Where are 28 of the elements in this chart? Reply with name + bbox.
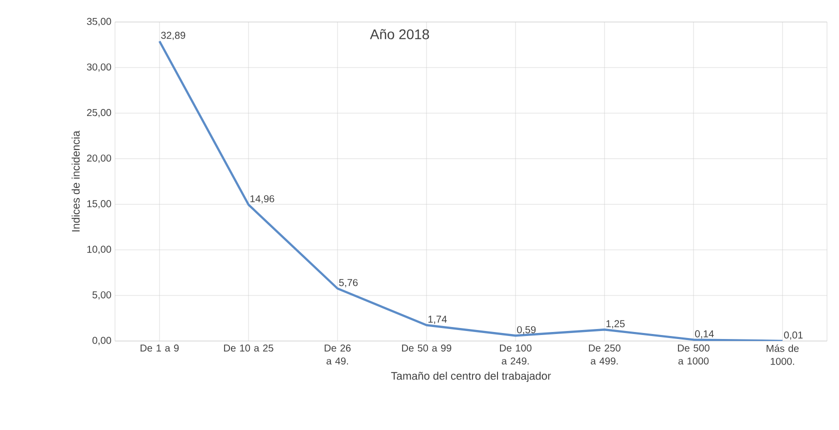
y-tick-label: 10,00 xyxy=(87,246,112,254)
y-tick-label: 20,00 xyxy=(87,154,112,163)
data-label: 32,89 xyxy=(161,32,186,40)
x-tick-label: De 26 a 49. xyxy=(324,344,351,365)
y-axis-title: Indices de incidencia xyxy=(72,130,80,232)
y-tick-label: 5,00 xyxy=(92,291,112,300)
y-tick-label: 25,00 xyxy=(87,109,112,118)
line-series xyxy=(158,40,784,341)
x-tick-label: De 10 a 25 xyxy=(224,344,274,352)
data-label: 1,74 xyxy=(428,316,447,324)
y-tick-label: 0,00 xyxy=(92,336,112,346)
x-tick-label: De 500 a 1000 xyxy=(678,344,710,365)
x-tick-label: De 1 a 9 xyxy=(140,344,179,352)
data-label: 14,96 xyxy=(250,195,274,204)
data-label: 1,25 xyxy=(606,320,625,328)
data-label: 5,76 xyxy=(339,279,358,288)
x-tick-label: De 100 a 249. xyxy=(500,344,532,365)
data-label: 0,59 xyxy=(517,326,536,334)
x-tick-label: De 50 a 99 xyxy=(402,344,452,352)
x-tick-label: De 250 a 499. xyxy=(588,344,620,365)
data-label: 0,01 xyxy=(784,331,803,340)
data-label: 0,14 xyxy=(695,330,714,339)
x-tick-label: Más de 1000. xyxy=(766,344,799,365)
x-axis-title: Tamaño del centro del trabajador xyxy=(391,372,551,382)
chart-title: Año 2018 xyxy=(370,29,430,40)
y-tick-label: 15,00 xyxy=(87,200,112,208)
y-tick-label: 30,00 xyxy=(86,63,112,72)
y-tick-label: 35,00 xyxy=(86,18,112,26)
